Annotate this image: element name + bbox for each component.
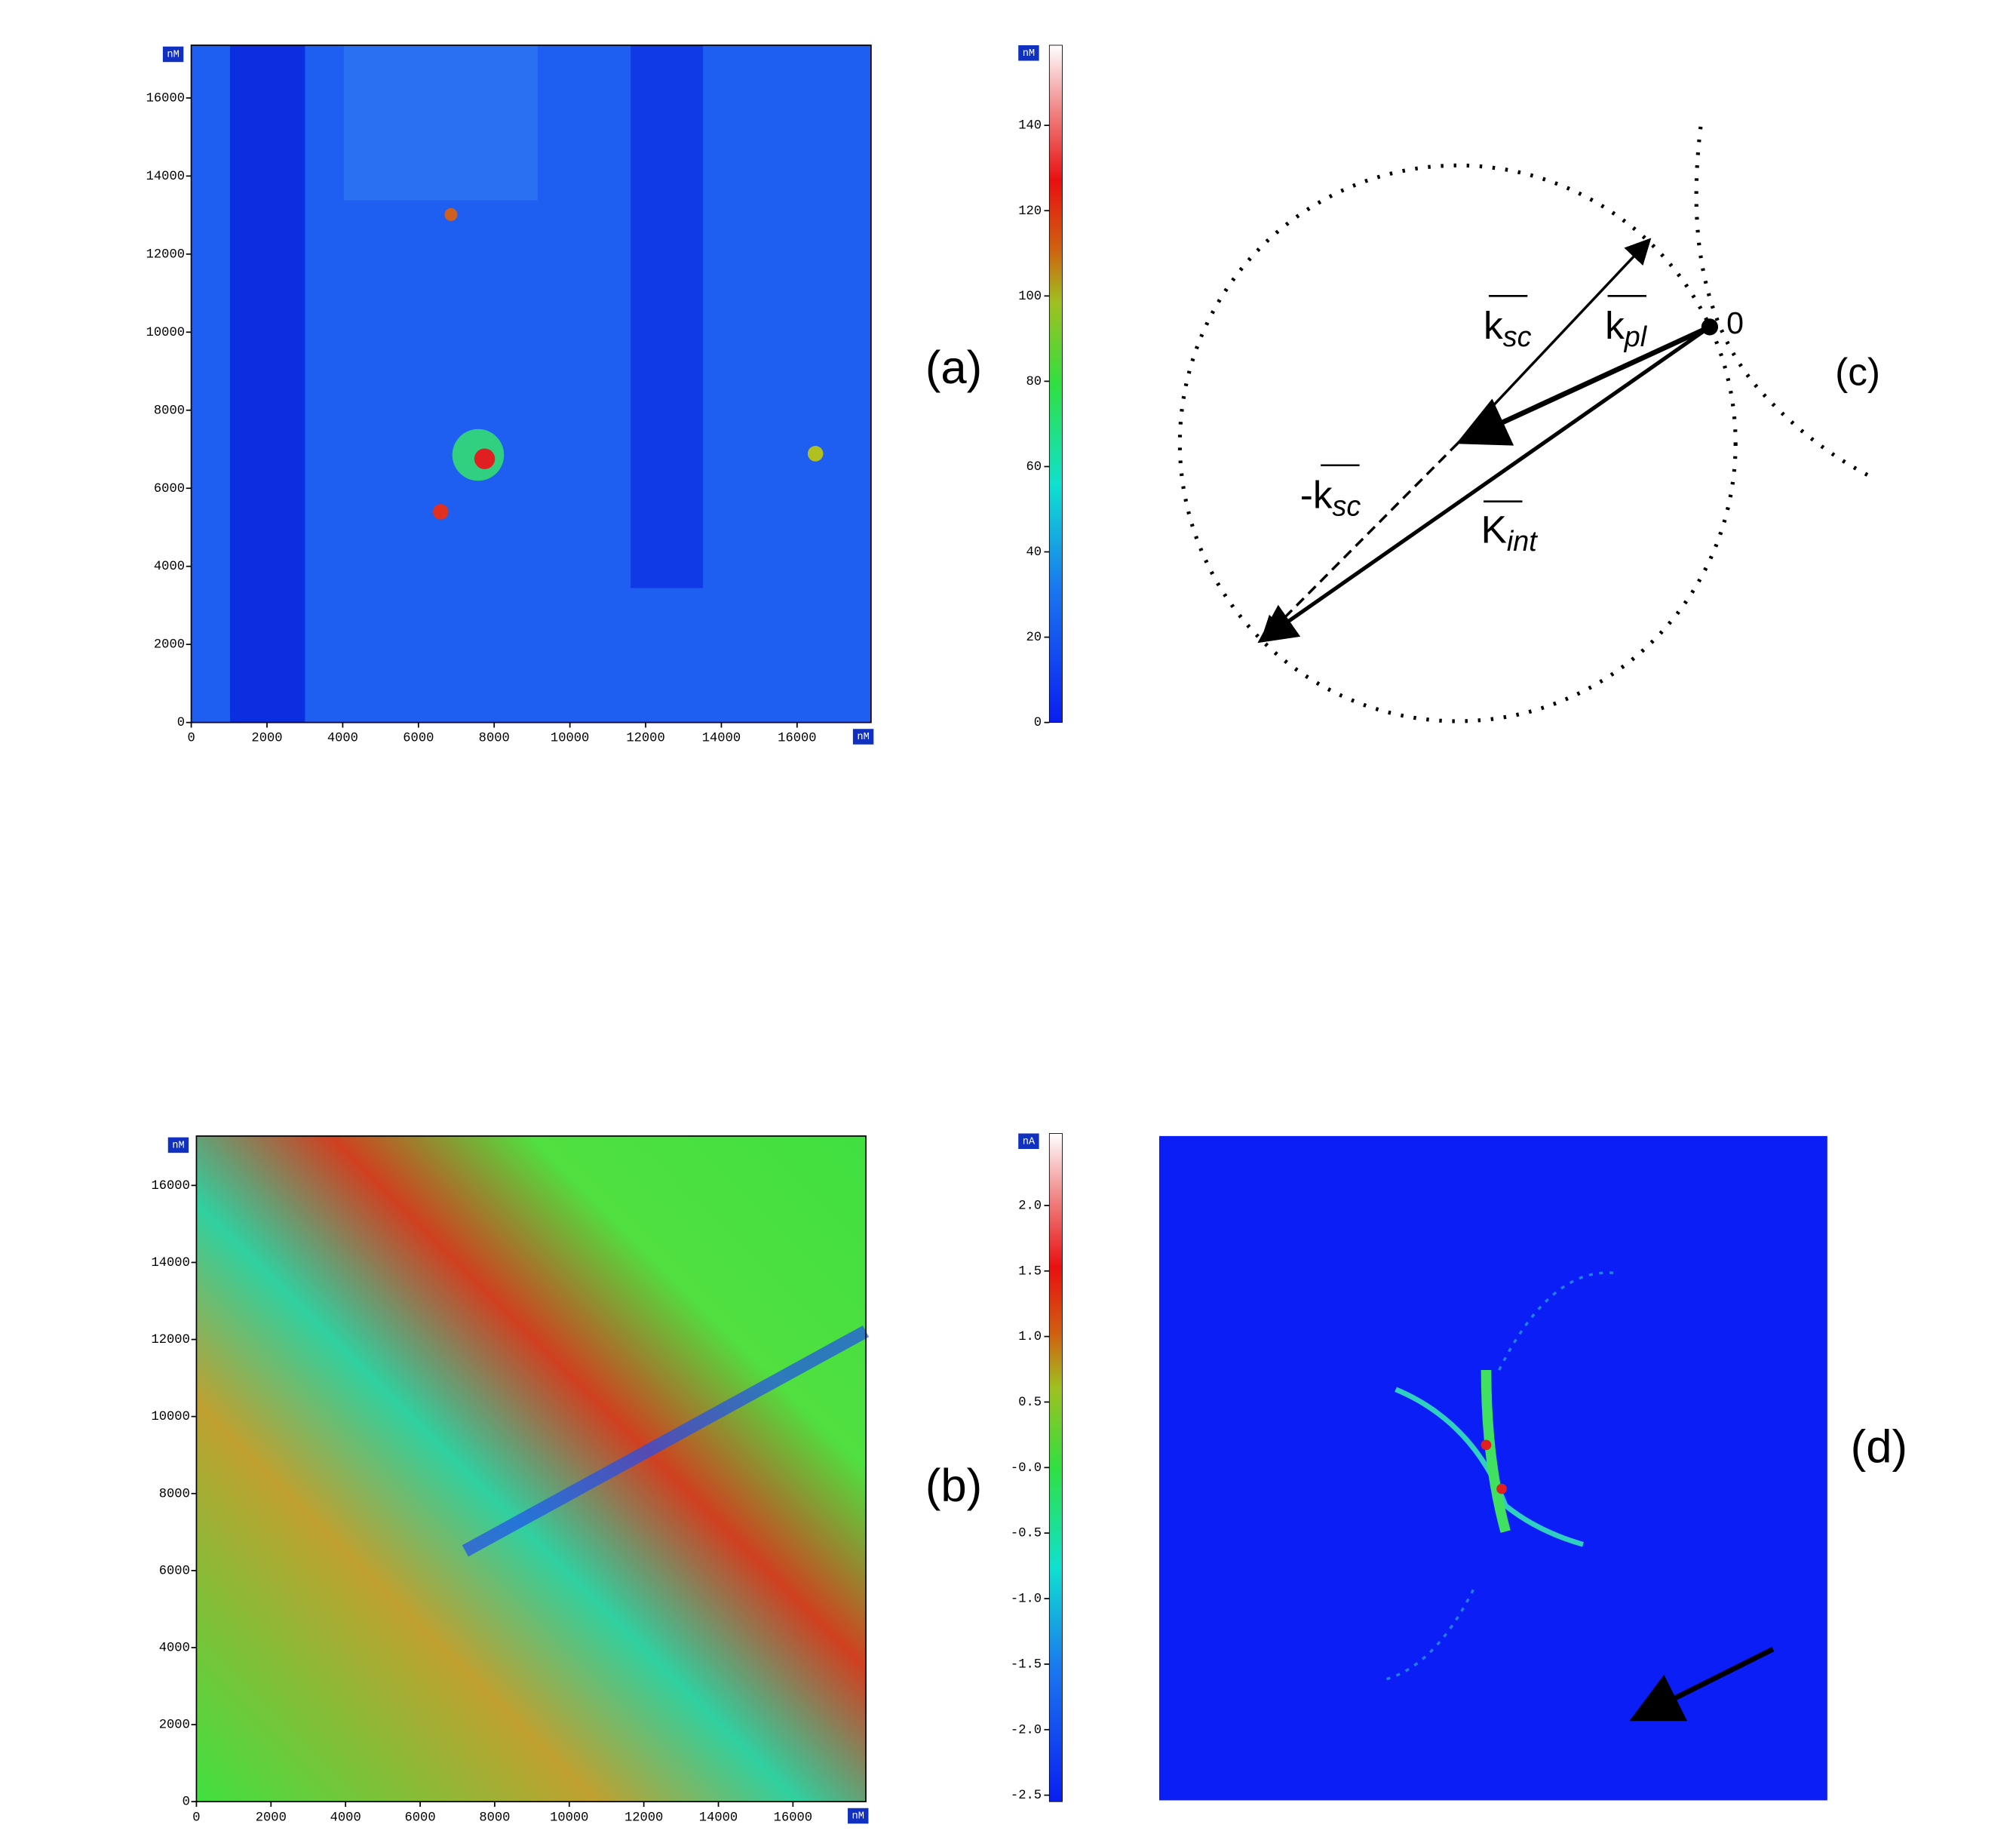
y-tick-label: 2000 [159, 1719, 190, 1733]
unit-badge [162, 46, 184, 63]
plot-frame [190, 45, 872, 723]
panel-b-image [196, 1135, 870, 1802]
x-tick-label: 2000 [256, 1811, 287, 1825]
sub: sc [1333, 490, 1361, 522]
colorbar-tick-label: 120 [1018, 204, 1042, 219]
unit-label: nM [172, 1141, 184, 1152]
y-tick-label: 16000 [146, 91, 185, 106]
colorbar-tick-label: -1.0 [1011, 1593, 1042, 1607]
y-tick-label: 0 [177, 716, 185, 730]
panel-label: (c) [1835, 349, 1880, 393]
colorbar-tick-label: 20 [1026, 631, 1042, 645]
x-tick-label: 10000 [551, 732, 589, 746]
unit-badge [167, 1137, 189, 1153]
x-tick-label: 2000 [251, 732, 282, 746]
origin-label: 0 [1726, 306, 1744, 340]
colorbar-b [1048, 1133, 1063, 1802]
x-tick-label: 8000 [479, 1811, 510, 1825]
base: -k [1300, 472, 1333, 516]
sub: pl [1624, 321, 1648, 352]
y-tick-label: 4000 [159, 1641, 190, 1655]
x-tick-label: 12000 [624, 1811, 663, 1825]
panel-label: (a) [925, 342, 982, 394]
y-tick-label: 6000 [154, 482, 185, 496]
k-pl-label: kpl [1605, 303, 1648, 352]
y-tick-label: 12000 [151, 1333, 189, 1347]
colorbar-tick-label: -0.0 [1011, 1461, 1042, 1476]
x-tick-label: 10000 [550, 1811, 588, 1825]
k-int-label: Kint [1481, 508, 1539, 557]
colorbar-tick-label: 0.5 [1018, 1396, 1042, 1410]
colorbar-tick-label: -2.5 [1011, 1789, 1042, 1803]
colorbar-tick-label: -2.0 [1011, 1723, 1042, 1737]
colorbar-tick-label: -0.5 [1011, 1527, 1042, 1541]
y-tick-label: 8000 [159, 1487, 190, 1501]
k-sc-label: ksc [1484, 303, 1532, 352]
x-tick-label: 4000 [330, 1811, 361, 1825]
unit-label: nM [1023, 48, 1035, 60]
unit-label: nM [857, 732, 869, 743]
sub: int [1507, 525, 1538, 557]
y-tick-label: 16000 [151, 1179, 189, 1193]
colorbar-tick-label: 0 [1034, 716, 1042, 730]
unit-badge [848, 1808, 869, 1824]
panel-a-image [191, 45, 871, 723]
y-tick-label: 8000 [154, 404, 185, 418]
x-tick-label: 14000 [702, 732, 741, 746]
colorbar-a [1048, 45, 1063, 723]
x-tick-label: 8000 [479, 732, 510, 746]
y-tick-label: 6000 [159, 1564, 190, 1578]
y-tick-label: 10000 [151, 1410, 189, 1424]
colorbar-tick-label: 140 [1018, 119, 1042, 134]
sub: sc [1503, 321, 1532, 352]
y-tick-label: 12000 [146, 247, 185, 262]
unit-label: nM [852, 1811, 864, 1823]
colorbar-tick-label: 100 [1018, 290, 1042, 304]
x-tick-label: 16000 [778, 732, 816, 746]
base: k [1484, 303, 1503, 347]
plot-frame [195, 1135, 867, 1803]
colorbar-tick-label: 80 [1026, 375, 1042, 389]
colorbar-tick-label: -1.5 [1011, 1657, 1042, 1672]
y-tick-label: 14000 [151, 1256, 189, 1270]
y-tick-label: 0 [183, 1795, 190, 1810]
x-tick-label: 6000 [403, 732, 434, 746]
unit-label: nA [1023, 1136, 1036, 1147]
panel-c-diagram [1177, 126, 1875, 723]
colorbar-tick-label: 60 [1026, 460, 1042, 475]
colorbar-tick-label: 1.0 [1018, 1330, 1042, 1344]
colorbar-tick-label: 40 [1026, 545, 1042, 560]
y-tick-label: 4000 [154, 560, 185, 574]
y-tick-label: 14000 [146, 170, 185, 184]
x-tick-label: 0 [187, 732, 195, 746]
panel-label: (b) [925, 1460, 982, 1512]
unit-badge [1018, 45, 1039, 61]
base: K [1481, 508, 1507, 551]
unit-badge [1018, 1133, 1039, 1150]
unit-label: nM [167, 50, 179, 61]
y-tick-label: 10000 [146, 326, 185, 340]
y-tick-label: 2000 [154, 638, 185, 653]
base: k [1605, 303, 1625, 347]
panel-label: (d) [1851, 1421, 1907, 1473]
colorbar-tick-label: 1.5 [1018, 1264, 1042, 1279]
x-tick-label: 12000 [626, 732, 664, 746]
x-tick-label: 16000 [774, 1811, 812, 1825]
minus-k-sc-label: -ksc [1300, 472, 1361, 521]
x-tick-label: 14000 [699, 1811, 738, 1825]
colorbar-tick-label: 2.0 [1018, 1199, 1042, 1213]
unit-badge [852, 729, 874, 745]
x-tick-label: 6000 [404, 1811, 435, 1825]
x-tick-label: 0 [192, 1811, 200, 1825]
x-tick-label: 4000 [327, 732, 358, 746]
panel-d-image [1158, 1135, 1827, 1801]
